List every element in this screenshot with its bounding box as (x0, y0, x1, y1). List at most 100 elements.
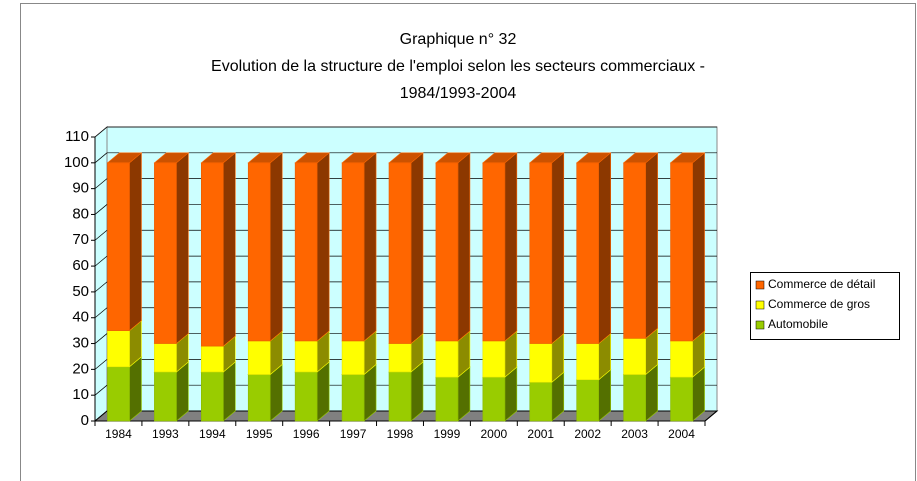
bar-side (457, 152, 471, 342)
legend-swatch (755, 280, 765, 290)
y-tick-label: 0 (81, 412, 89, 429)
bar-side (598, 152, 611, 345)
bar (201, 345, 224, 373)
bar (247, 374, 271, 422)
grid-line (94, 333, 108, 344)
bar (247, 340, 271, 375)
bar-top (153, 152, 190, 164)
grid-line (94, 410, 108, 422)
bar-side (504, 152, 518, 342)
bar (576, 379, 599, 422)
bar (576, 162, 599, 344)
legend-swatch (755, 320, 765, 330)
x-tick-label: 1998 (387, 427, 414, 441)
bar-top (575, 152, 612, 164)
bar (341, 374, 365, 422)
bar-top (247, 152, 284, 164)
bar (529, 343, 553, 383)
bar (623, 162, 646, 339)
bar-top (528, 152, 565, 164)
bar (107, 366, 130, 422)
bar (294, 162, 318, 342)
grid-line (94, 178, 108, 189)
bar-side (316, 152, 330, 342)
x-tick-label: 1997 (340, 427, 367, 441)
x-tick-label: 2001 (527, 427, 554, 441)
y-tick-label: 20 (72, 360, 89, 377)
bar (107, 330, 130, 368)
grid-line (94, 255, 108, 267)
bar (482, 162, 506, 342)
bar-top (388, 152, 424, 164)
y-tick-label: 40 (72, 309, 89, 326)
x-tick-label: 1993 (152, 427, 179, 441)
bar (670, 376, 693, 422)
x-tick-label: 1999 (434, 427, 461, 441)
bar (623, 374, 646, 422)
bar-side (129, 152, 142, 332)
bar-top (294, 152, 330, 164)
bar-top (669, 152, 706, 164)
legend-box (750, 272, 900, 340)
bar-side (176, 152, 189, 345)
bar (670, 162, 693, 342)
grid-line (94, 204, 108, 215)
grid-line (94, 359, 108, 370)
bar (670, 340, 693, 378)
bar (201, 162, 224, 347)
bar-top (435, 152, 471, 164)
x-tick-label: 1996 (293, 427, 320, 441)
y-tick-label: 50 (72, 283, 89, 300)
bar (294, 340, 318, 373)
bar-side (410, 152, 424, 345)
legend-swatch (755, 300, 765, 310)
bar (341, 162, 365, 342)
chart-subtitle: Evolution de la structure de l'emploi se… (211, 58, 705, 75)
chart-title: Graphique n° 32 (400, 31, 517, 48)
bar (154, 371, 177, 422)
grid-line (94, 152, 108, 164)
y-tick-label: 100 (64, 154, 89, 171)
bar (435, 340, 459, 378)
bar-side (551, 152, 565, 345)
bar (107, 162, 130, 331)
bar-side (645, 152, 658, 340)
bar (482, 340, 506, 378)
bar (388, 162, 412, 344)
y-tick-label: 70 (72, 231, 89, 248)
grid-line (94, 384, 108, 396)
y-tick-label: 80 (72, 205, 89, 222)
y-tick-label: 60 (72, 257, 89, 274)
bar (435, 162, 459, 342)
bar-top (482, 152, 518, 164)
bar (247, 162, 271, 342)
bar-side (269, 152, 283, 342)
x-axis (704, 410, 718, 422)
bar (435, 376, 459, 422)
grid-line (94, 230, 108, 241)
grid-line (94, 307, 108, 318)
legend-label: Commerce de détail (768, 277, 875, 291)
bar-side (692, 152, 705, 342)
grid-line (94, 281, 108, 293)
bar-top (200, 152, 237, 164)
legend-label: Automobile (768, 317, 828, 331)
bar (341, 340, 365, 375)
bar (388, 343, 412, 373)
bar-side (363, 152, 377, 342)
bar-side (129, 356, 142, 422)
bar (623, 338, 646, 375)
y-tick-label: 90 (72, 180, 89, 197)
x-tick-label: 1995 (246, 427, 273, 441)
x-tick-label: 1994 (199, 427, 226, 441)
x-tick-label: 2002 (574, 427, 601, 441)
x-tick-label: 2004 (668, 427, 695, 441)
bar (529, 162, 553, 344)
bar (154, 343, 177, 373)
bar (294, 371, 318, 422)
y-tick-label: 10 (72, 386, 89, 403)
y-tick-label: 30 (72, 335, 89, 352)
x-tick-label: 1984 (105, 427, 132, 441)
